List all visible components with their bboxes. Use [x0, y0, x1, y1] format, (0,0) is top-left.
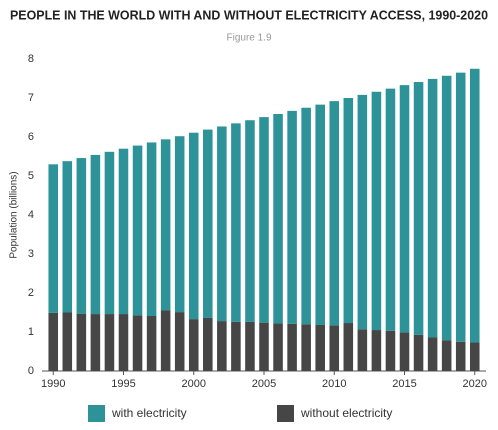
bar-segment	[273, 323, 283, 371]
legend-label: with electricity	[111, 406, 187, 420]
bar-segment	[217, 126, 227, 322]
bar-segment	[385, 88, 396, 331]
bar-segment	[427, 78, 438, 338]
x-tick-label: 1990	[41, 378, 65, 390]
bar-segment	[315, 104, 325, 325]
bar-segment	[160, 310, 171, 371]
y-tick-label: 1	[28, 326, 34, 338]
bar-segment	[455, 341, 466, 371]
bar-segment	[146, 142, 157, 317]
bar-segment	[174, 312, 185, 371]
bar-segment	[259, 322, 269, 371]
bar-segment	[413, 334, 424, 371]
bar-segment	[245, 120, 255, 322]
y-tick-label: 7	[28, 92, 34, 104]
bar-segment	[455, 72, 466, 342]
bar-segment	[287, 323, 297, 371]
bar-segment	[469, 342, 480, 371]
bar-segment	[104, 151, 115, 315]
bar-segment	[76, 313, 87, 371]
bar-segment	[245, 321, 255, 371]
bar-segment	[90, 314, 101, 371]
bar-segment	[62, 161, 73, 313]
chart-title: PEOPLE IN THE WORLD WITH AND WITHOUT ELE…	[10, 7, 488, 22]
y-tick-label: 0	[28, 365, 34, 377]
bar-segment	[231, 123, 241, 322]
bar-segment	[301, 324, 311, 371]
bar-segment	[301, 107, 311, 325]
x-tick-label: 2010	[322, 378, 346, 390]
bar-segment	[357, 94, 368, 330]
x-tick-label: 2000	[182, 378, 206, 390]
bar-segment	[132, 315, 143, 371]
x-tick-label: 1995	[111, 378, 135, 390]
bar-segment	[188, 132, 199, 320]
bar-segment	[118, 148, 129, 315]
y-tick-label: 8	[28, 53, 34, 65]
legend-swatch	[277, 405, 294, 422]
legend-label: without electricity	[300, 406, 392, 420]
x-tick-label: 2020	[463, 378, 487, 390]
y-tick-label: 6	[28, 131, 34, 143]
legend-swatch	[88, 405, 105, 422]
bar-segment	[48, 312, 59, 371]
bar-segment	[399, 85, 410, 333]
bar-segment	[217, 321, 227, 371]
bar-segment	[62, 312, 73, 371]
bar-segment	[259, 117, 269, 323]
y-axis-label: Population (billions)	[9, 171, 20, 258]
y-tick-label: 2	[28, 287, 34, 299]
bar-segment	[315, 324, 325, 371]
bar-segment	[48, 164, 59, 313]
bar-segment	[160, 139, 171, 311]
bar-segment	[385, 330, 396, 371]
bar-segment	[469, 68, 480, 343]
bar-segment	[174, 136, 185, 313]
bar-segment	[76, 158, 87, 314]
bar-segment	[357, 329, 368, 371]
bar-segment	[146, 316, 157, 371]
bar-segment	[427, 337, 438, 371]
x-tick-label: 2005	[252, 378, 276, 390]
bar-segment	[188, 319, 199, 371]
bar-segment	[273, 113, 283, 324]
x-tick-label: 2015	[392, 378, 416, 390]
y-tick-label: 5	[28, 170, 34, 182]
bar-segment	[441, 340, 452, 371]
y-tick-label: 3	[28, 248, 34, 260]
bar-segment	[104, 314, 115, 371]
bar-segment	[329, 101, 340, 326]
bar-segment	[371, 330, 382, 371]
y-tick-label: 4	[28, 209, 34, 221]
bar-segment	[371, 91, 382, 331]
bar-segment	[441, 75, 452, 341]
bar-segment	[90, 154, 101, 315]
bar-segment	[118, 314, 129, 371]
bar-segment	[287, 110, 297, 324]
bar-segment	[343, 323, 354, 371]
bar-segment	[329, 325, 340, 371]
chart-subtitle: Figure 1.9	[226, 33, 271, 44]
bar-segment	[203, 129, 213, 318]
bar-segment	[132, 145, 143, 316]
bar-segment	[413, 82, 424, 335]
bar-segment	[399, 332, 410, 371]
bar-segment	[343, 98, 354, 324]
bar-segment	[231, 321, 241, 371]
bar-segment	[203, 317, 213, 371]
